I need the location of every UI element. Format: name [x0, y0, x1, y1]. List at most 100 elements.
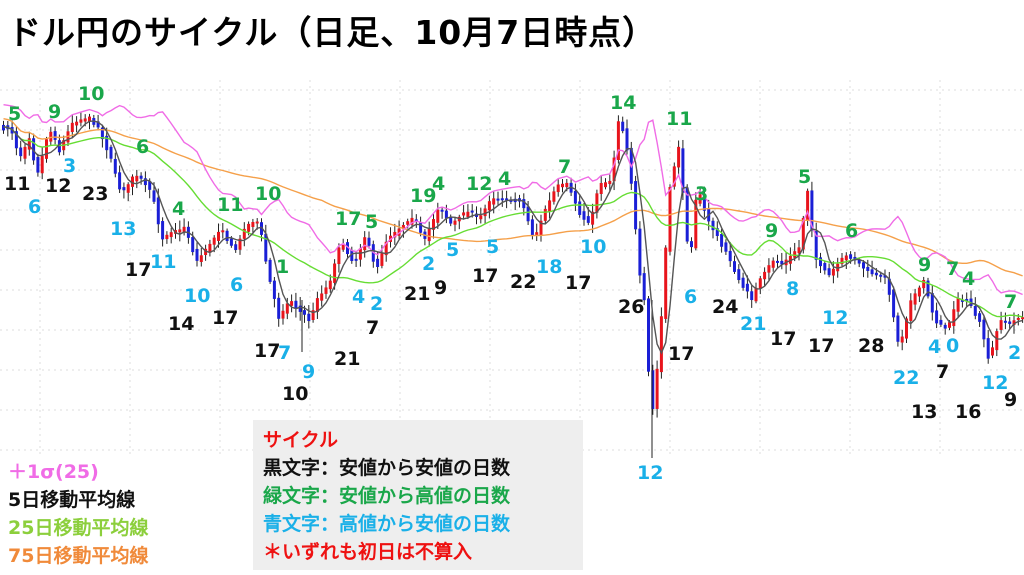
candle-body [745, 283, 749, 292]
candle-body [840, 257, 844, 265]
cycle-label-black: 11 [4, 173, 30, 195]
candles [2, 112, 1024, 458]
candle-body [767, 265, 771, 273]
candle-body [118, 172, 122, 190]
candle-body [625, 128, 629, 151]
cycle-label-black: 9 [434, 277, 447, 299]
candle-body [797, 247, 801, 254]
cycle-label-black: 17 [668, 343, 694, 365]
ma5-line [3, 120, 1023, 355]
cycle-label-blue: 22 [893, 367, 919, 389]
candle-body [152, 190, 156, 202]
candle-body [543, 208, 547, 221]
candle-body [724, 242, 728, 252]
candle-body [823, 263, 827, 271]
candle-body [913, 293, 917, 305]
candle-body [720, 233, 724, 247]
cycle-label-blue: 2 [370, 293, 383, 315]
ma75-line [3, 118, 1023, 277]
cycle-label-black: 28 [858, 335, 884, 357]
candle-body [410, 217, 414, 225]
candle-body [320, 293, 324, 301]
candle-body [659, 316, 663, 373]
cycle-label-blue: 6 [230, 274, 243, 296]
candle-body [492, 198, 496, 205]
candle-body [999, 320, 1003, 330]
candle-body [354, 258, 358, 261]
candle-body [608, 180, 612, 185]
candle-body [444, 210, 448, 219]
candle-body [965, 298, 969, 302]
legend-item-ma25: 25日移動平均線 [8, 517, 149, 539]
cycle-label-black: 17 [254, 340, 280, 362]
cycle-label-green: 9 [765, 220, 778, 242]
candle-body [264, 233, 268, 262]
candle-body [952, 309, 956, 327]
candle-body [892, 289, 896, 318]
candle-body [909, 300, 913, 321]
candle-body [139, 175, 143, 179]
cycle-label-blue: 5 [446, 239, 459, 261]
candle-body [599, 182, 603, 194]
candle-body [905, 318, 908, 339]
candle-body [440, 209, 444, 212]
cycle-label-black: 21 [334, 348, 360, 370]
candle-body [982, 319, 986, 340]
candle-body [251, 221, 255, 227]
candle-body [814, 231, 818, 260]
candle-body [956, 298, 960, 312]
candle-body [242, 228, 246, 239]
cycle-label-green: 10 [255, 183, 281, 205]
candle-body [655, 368, 659, 409]
candle-body [294, 300, 298, 309]
candle-body [526, 206, 530, 222]
cycle-label-black: 23 [82, 183, 108, 205]
cycle-label-green: 10 [78, 83, 104, 105]
cycle-label-blue: 5 [486, 236, 499, 258]
candle-body [285, 303, 289, 314]
candle-body [978, 313, 982, 322]
candle-body [844, 255, 848, 261]
cycle-label-green: 4 [498, 168, 511, 190]
candle-body [397, 228, 401, 236]
cycle-label-blue: 13 [110, 218, 136, 240]
candle-body [548, 200, 552, 212]
candle-body [367, 237, 371, 246]
cycle-label-green: 5 [798, 166, 811, 188]
candle-body [311, 310, 315, 320]
cycle-label-blue: 4 [928, 336, 941, 358]
candle-body [900, 336, 904, 343]
candle-body [801, 217, 805, 250]
candle-body [88, 116, 91, 122]
candle-body [19, 147, 23, 157]
candle-body [307, 313, 311, 321]
candle-body [229, 238, 233, 246]
page-title: ドル円のサイクル（日足、10月7日時点） [8, 13, 657, 52]
cycle-label-green: 11 [217, 194, 243, 216]
candle-body [83, 118, 87, 122]
candle-body [651, 370, 655, 409]
candle-body [1012, 320, 1016, 326]
candle-body [754, 287, 758, 302]
candle-body [763, 271, 767, 280]
candle-body [217, 231, 220, 241]
candle-body [199, 255, 203, 262]
candle-body [702, 194, 706, 211]
candle-body [556, 184, 560, 193]
candle-body [436, 209, 440, 223]
candle-body [991, 347, 994, 356]
candle-body [23, 146, 27, 159]
note-green: 緑文字：安値から高値の日数 [263, 485, 511, 507]
cycle-label-black: 17 [212, 307, 238, 329]
cycle-label-black: 7 [936, 361, 949, 383]
cycle-label-blue: 3 [63, 155, 76, 177]
candle-body [401, 224, 405, 230]
candle-body [586, 216, 590, 223]
cycle-label-black: 16 [955, 401, 981, 423]
candle-body [358, 248, 362, 260]
candle-body [604, 182, 607, 188]
candle-body [96, 121, 100, 128]
candle-body [346, 242, 349, 255]
candle-body [32, 138, 36, 161]
